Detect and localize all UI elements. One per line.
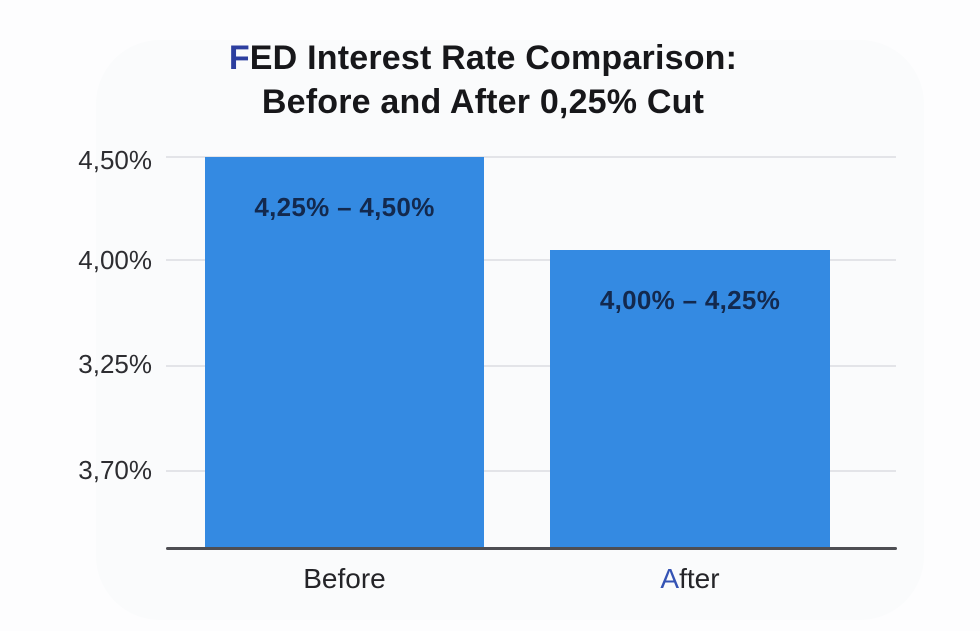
gridline-3-25 [166,365,896,367]
y-tick-label-1: 4,50% [78,145,152,175]
y-tick-label-2: 4,00% [78,245,152,275]
gridline-4-00 [166,259,896,261]
y-tick-label-4: 3,70% [78,455,152,485]
x-label-after: After [660,563,720,594]
bar-after-value-label: 4,00% – 4,25% [599,285,781,315]
chart-title-line-2: Before and After 0,25% Cut [261,83,705,121]
bar-before-value-label: 4,25% – 4,50% [254,192,435,222]
chart-title-line-1: FED Interest Rate Comparison: [228,39,738,77]
gridline-4-50 [166,156,896,158]
x-label-before: Before [303,563,386,594]
y-tick-label-3: 3,25% [78,349,152,379]
x-axis-line [166,547,897,550]
bar-after: 4,00% – 4,25% [550,250,830,548]
chart-title: FED Interest Rate Comparison: Before and… [0,36,966,124]
gridline-3-70 [166,470,896,472]
bar-before: 4,25% – 4,50% [205,157,484,548]
